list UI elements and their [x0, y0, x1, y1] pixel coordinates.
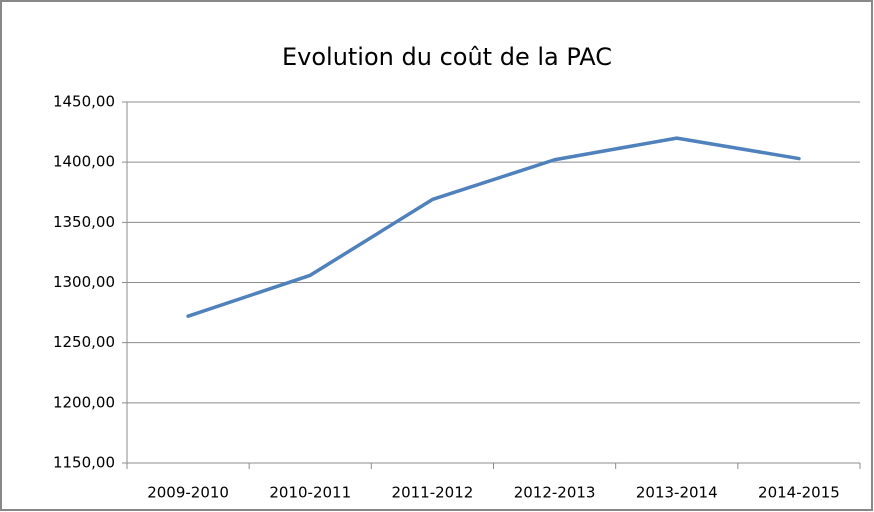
y-tick-label: 1150,00	[53, 454, 115, 472]
x-tick-label: 2013-2014	[636, 484, 718, 502]
x-tick-label: 2012-2013	[514, 484, 596, 502]
x-tick-label: 2014-2015	[758, 484, 840, 502]
y-tick-label: 1350,00	[53, 213, 115, 231]
y-tick-label: 1300,00	[53, 273, 115, 291]
x-tick-label: 2011-2012	[392, 484, 474, 502]
chart-title: Evolution du coût de la PAC	[282, 43, 612, 71]
x-tick-label: 2009-2010	[147, 484, 229, 502]
y-tick-label: 1250,00	[53, 333, 115, 351]
y-tick-label: 1450,00	[53, 93, 115, 111]
line-series	[186, 136, 801, 318]
x-tick-label: 2010-2011	[269, 484, 351, 502]
y-tick-label: 1400,00	[53, 153, 115, 171]
y-tick-label: 1200,00	[53, 393, 115, 411]
